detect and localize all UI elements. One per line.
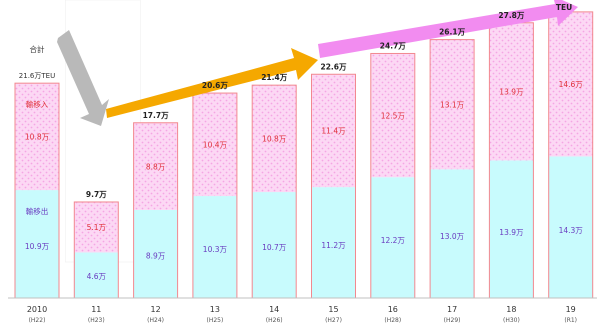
label-export-17: 13.0万 [440,232,465,241]
label-total-16: 24.7万 [380,41,407,50]
x-tick-16: 16 [388,305,398,314]
label-total-2010: 21.6万TEU [19,72,55,80]
label-total-15: 22.6万 [320,62,347,71]
x-subtick-13: (H25) [206,317,223,324]
bar-export-11 [74,252,119,298]
label-total-13: 20.6万 [202,81,229,90]
bar-export-13 [192,196,237,298]
bars-layer [8,0,597,299]
x-tick-19: 19 [566,305,576,314]
label-import-17: 13.1万 [440,100,465,109]
label-import-14: 10.8万 [262,135,287,144]
x-tick-13: 13 [210,305,220,314]
x-tick-12: 12 [151,305,161,314]
label-total-12: 17.7万 [143,111,170,120]
label-export-12: 8.9万 [146,252,166,261]
bar-import-12 [133,122,178,210]
label-import-16: 12.5万 [381,111,406,120]
x-tick-14: 14 [269,305,279,314]
rise-arrow-pink [318,0,578,58]
x-subtick-14: (H26) [266,317,283,324]
label-import-15: 11.4万 [321,127,346,136]
label-export-13: 10.3万 [203,245,228,254]
x-subtick-12: (H24) [147,317,164,324]
label-import-19: 14.6万 [559,80,584,89]
x-subtick-11: (H23) [88,317,105,324]
label-export-11: 4.6万 [87,272,107,281]
bar-import-17 [430,39,475,170]
label-export-16: 12.2万 [381,236,406,245]
bar-import-11 [74,201,119,253]
bar-export-12 [133,209,178,298]
bar-export-18 [489,160,534,298]
x-tick-11: 11 [91,305,101,314]
label-import-2010: 10.8万 [25,133,50,142]
x-subtick-16: (H28) [384,317,401,324]
x-tick-18: 18 [506,305,516,314]
label-total-17: 26.1万 [439,28,466,37]
label-export-19: 14.3万 [559,226,584,235]
rise-arrow-orange [106,48,318,118]
legend-export: 輸移出 [26,206,49,216]
label-import-12: 8.8万 [146,162,166,171]
down-arrow [57,30,109,126]
trend-arrows [57,0,578,126]
x-subtick-2010: (H22) [29,317,46,324]
label-export-15: 11.2万 [321,241,346,250]
bar-import-19 [548,11,593,157]
bar-export-17 [430,169,475,298]
bar-import-2010 [15,83,59,191]
x-tick-17: 17 [447,305,457,314]
bar-export-15 [311,187,356,298]
x-subtick-19: (R1) [564,317,577,324]
label-import-18: 13.9万 [499,88,524,97]
legend-import: 輸移入 [26,99,49,109]
x-tick-15: 15 [328,305,338,314]
total-title: 合計 [30,44,45,54]
bar-import-14 [252,85,297,193]
bar-import-15 [311,74,356,188]
bar-export-2010 [15,190,59,298]
unit-label: TEU [556,3,572,12]
label-export-14: 10.7万 [262,243,287,252]
bar-export-19 [548,156,593,298]
bar-import-18 [489,22,534,161]
label-total-11: 9.7万 [86,190,107,199]
x-subtick-18: (H30) [503,317,520,324]
x-subtick-15: (H27) [325,317,342,324]
label-export-18: 13.9万 [499,228,524,237]
label-total-14: 21.4万 [261,73,288,82]
label-export-2010: 10.9万 [25,242,50,251]
labels-layer: 10.9万 10.8万 2010 (H22) 4.6万 5.1万 9.7万 11 (H23) 8.… [19,3,584,324]
bar-import-16 [370,53,415,178]
label-import-11: 5.1万 [87,223,107,232]
bar-export-14 [252,192,297,298]
label-total-18: 27.8万 [498,11,525,20]
x-tick-2010: 2010 [27,305,47,314]
bar-export-16 [370,177,415,298]
label-import-13: 10.4万 [203,141,228,150]
bar-import-13 [192,93,237,197]
x-subtick-17: (H29) [444,317,461,324]
